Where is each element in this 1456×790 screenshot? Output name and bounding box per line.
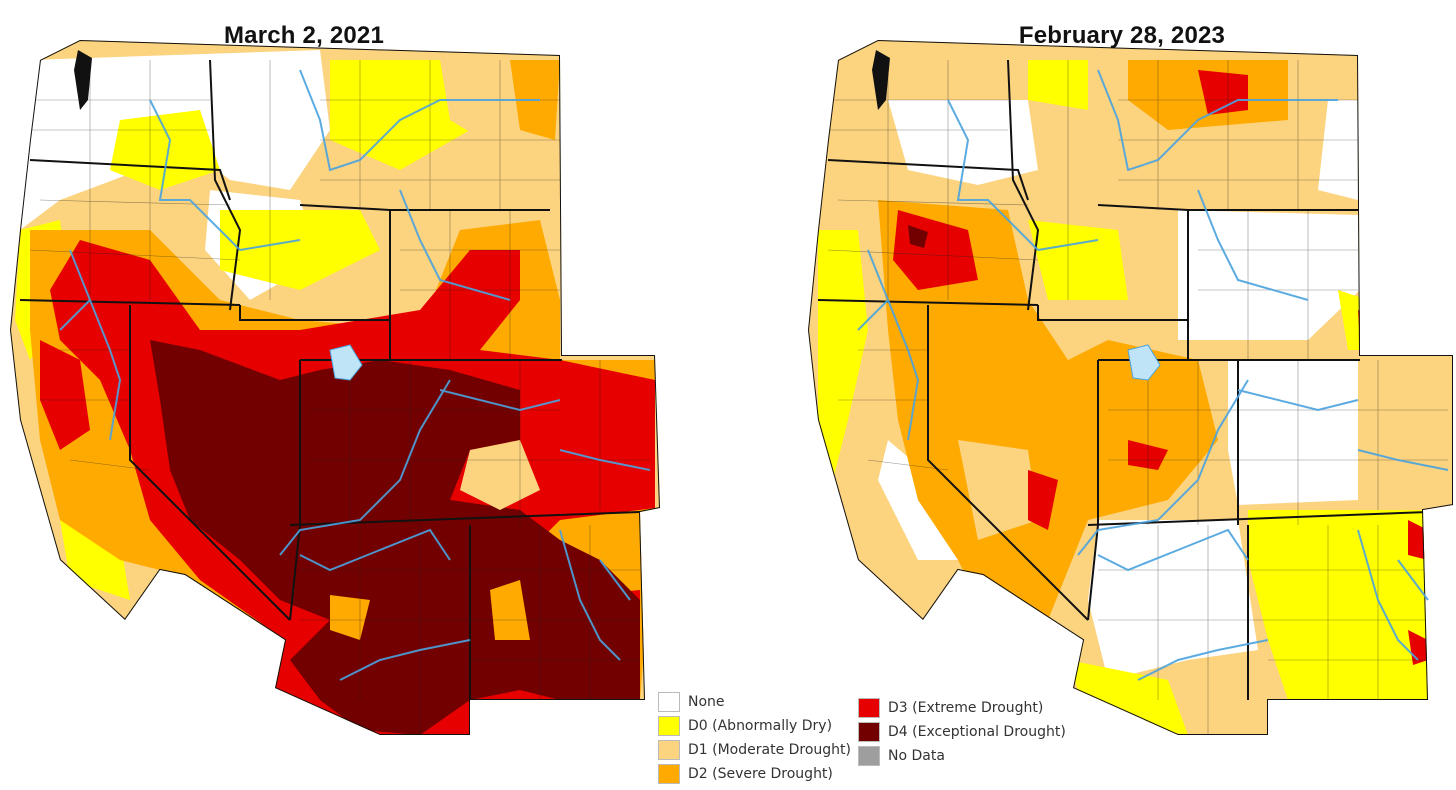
drought-map-2023 [808,40,1453,735]
legend: None D0 (Abnormally Dry) D1 (Moderate Dr… [658,692,1098,788]
map-panel-2021: March 2, 2021 [10,22,660,735]
legend-label-d4: D4 (Exceptional Drought) [888,724,1066,740]
legend-item-d1: D1 (Moderate Drought) [658,740,851,760]
map-panel-2023: February 28, 2023 [728,0,1456,790]
legend-item-d0: D0 (Abnormally Dry) [658,716,832,736]
legend-item-none: None [658,692,725,712]
map-title-2021: March 2, 2021 [223,22,385,49]
legend-swatch-d2 [658,764,680,784]
legend-label-d2: D2 (Severe Drought) [688,766,833,782]
legend-item-no-data: No Data [858,746,945,766]
legend-swatch-d3 [858,698,880,718]
drought-map-2021 [10,40,660,735]
legend-label-d1: D1 (Moderate Drought) [688,742,852,758]
legend-label-no-data: No Data [888,748,945,764]
legend-swatch-no-data [858,746,880,766]
legend-label-none: None [688,694,725,710]
legend-item-d3: D3 (Extreme Drought) [858,698,1043,718]
legend-item-d4: D4 (Exceptional Drought) [858,722,1066,742]
legend-label-d0: D0 (Abnormally Dry) [688,718,833,734]
legend-label-d3: D3 (Extreme Drought) [888,700,1044,716]
legend-swatch-d4 [858,722,880,742]
legend-swatch-d0 [658,716,680,736]
legend-swatch-d1 [658,740,680,760]
legend-swatch-none [658,692,680,712]
legend-item-d2: D2 (Severe Drought) [658,764,833,784]
map-title-2023: February 28, 2023 [1018,22,1226,49]
